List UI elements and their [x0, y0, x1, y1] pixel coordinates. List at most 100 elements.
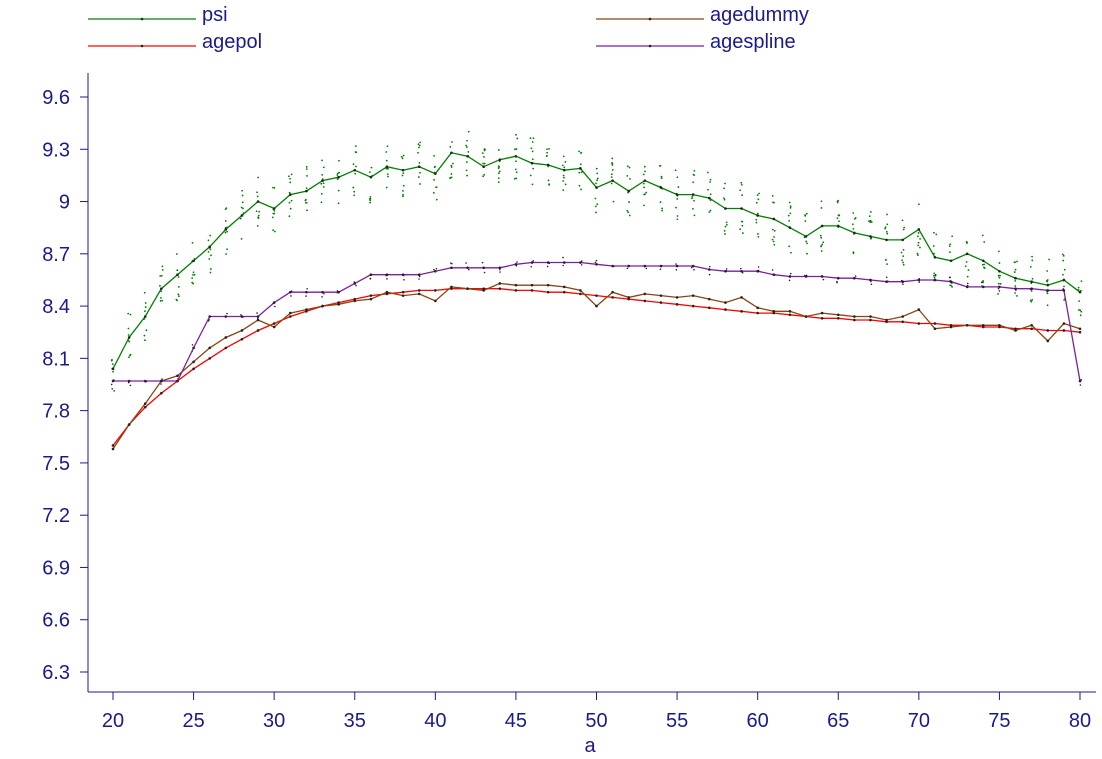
psi-observation-dot	[241, 194, 244, 197]
psi-observation-dot	[773, 236, 775, 238]
series-point-agedummy	[256, 318, 260, 322]
psi-observation-dot	[578, 184, 581, 187]
series-point-psi	[611, 179, 614, 182]
psi-observation-dot	[483, 156, 485, 158]
psi-observation-dot	[757, 198, 760, 201]
series-point-psi	[1014, 276, 1017, 280]
psi-observation-dot	[933, 272, 936, 275]
psi-observation-dot	[386, 145, 389, 148]
psi-observation-dot	[287, 175, 290, 178]
agespline-observation-dot	[129, 384, 132, 387]
series-point-agedummy	[965, 323, 969, 327]
psi-observation-dot	[352, 186, 355, 189]
series-point-agepol	[369, 294, 373, 297]
series-point-psi	[788, 226, 792, 229]
psi-observation-dot	[821, 243, 824, 246]
agespline-observation-dot	[645, 267, 648, 270]
psi-observation-dot	[773, 243, 776, 246]
series-point-agespline	[482, 266, 485, 270]
series-point-agespline	[353, 282, 357, 285]
series-point-agepol	[917, 322, 921, 325]
psi-observation-dot	[369, 201, 372, 204]
psi-observation-dot	[820, 236, 823, 239]
psi-observation-dot	[806, 252, 808, 255]
psi-observation-dot	[1079, 314, 1082, 317]
agespline-observation-dot	[433, 268, 435, 271]
series-point-agedummy	[756, 306, 759, 310]
series-point-psi	[724, 207, 727, 210]
psi-observation-dot	[998, 276, 1001, 279]
series-point-agedummy	[659, 294, 663, 297]
series-point-psi	[772, 217, 776, 221]
psi-observation-dot	[788, 201, 791, 204]
psi-observation-dot	[288, 215, 291, 218]
series-point-agedummy	[240, 329, 244, 332]
psi-observation-dot	[562, 174, 565, 177]
psi-observation-dot	[806, 242, 808, 245]
psi-observation-dot	[1016, 295, 1018, 297]
psi-observation-dot	[645, 191, 648, 194]
psi-observation-dot	[143, 291, 146, 294]
psi-observation-dot	[789, 205, 792, 208]
psi-observation-dot	[902, 261, 904, 264]
y-tick-label: 9.3	[42, 139, 70, 161]
psi-observation-dot	[497, 181, 500, 184]
psi-observation-dot	[385, 159, 388, 162]
psi-observation-dot	[177, 276, 180, 278]
psi-observation-dot	[1061, 253, 1064, 256]
series-point-agedummy	[595, 304, 598, 308]
series-point-agedummy	[111, 447, 115, 451]
series-point-agedummy	[836, 313, 840, 317]
psi-observation-dot	[901, 219, 904, 222]
series-point-agepol	[417, 289, 421, 292]
psi-observation-dot	[885, 258, 887, 261]
psi-observation-dot	[129, 354, 131, 357]
psi-observation-dot	[740, 181, 743, 184]
psi-observation-dot	[594, 197, 597, 200]
series-point-agedummy	[272, 325, 276, 329]
psi-observation-dot	[1046, 280, 1049, 283]
psi-observation-dot	[677, 186, 680, 188]
psi-observation-dot	[306, 209, 308, 212]
y-tick-label: 8.7	[42, 244, 70, 266]
psi-observation-dot	[257, 217, 260, 219]
psi-observation-dot	[884, 227, 887, 230]
series-point-agespline	[160, 379, 163, 383]
agespline-observation-dot	[740, 267, 742, 270]
psi-observation-dot	[483, 149, 486, 152]
psi-observation-dot	[741, 220, 744, 223]
psi-observation-dot	[773, 201, 775, 204]
psi-observation-dot	[967, 269, 970, 272]
series-point-agespline	[740, 269, 743, 273]
series-point-agedummy	[369, 297, 373, 301]
series-point-agepol	[788, 313, 792, 317]
psi-observation-dot	[789, 206, 792, 209]
agespline-observation-dot	[789, 272, 792, 275]
psi-observation-dot	[240, 238, 243, 240]
agespline-observation-dot	[532, 260, 535, 262]
psi-observation-dot	[322, 186, 325, 188]
psi-observation-dot	[595, 182, 597, 185]
series-point-agedummy	[611, 290, 614, 294]
series-point-agespline	[450, 266, 453, 270]
psi-observation-dot	[1014, 285, 1017, 287]
series-point-psi	[885, 238, 888, 242]
series-point-agespline	[820, 275, 824, 278]
psi-observation-dot	[419, 171, 421, 174]
psi-observation-dot	[787, 214, 790, 217]
psi-observation-dot	[723, 187, 725, 190]
series-point-agespline	[272, 301, 276, 304]
psi-observation-dot	[886, 223, 889, 226]
x-axis-title: a	[584, 735, 596, 757]
psi-observation-dot	[498, 170, 501, 173]
psi-observation-dot	[369, 196, 372, 198]
psi-observation-dot	[322, 182, 325, 185]
psi-observation-dot	[611, 169, 614, 171]
psi-observation-dot	[483, 173, 486, 176]
psi-observation-dot	[676, 198, 679, 200]
series-point-agedummy	[1030, 323, 1033, 327]
psi-observation-dot	[532, 137, 535, 140]
psi-observation-dot	[610, 173, 613, 176]
psi-observation-dot	[902, 263, 905, 266]
